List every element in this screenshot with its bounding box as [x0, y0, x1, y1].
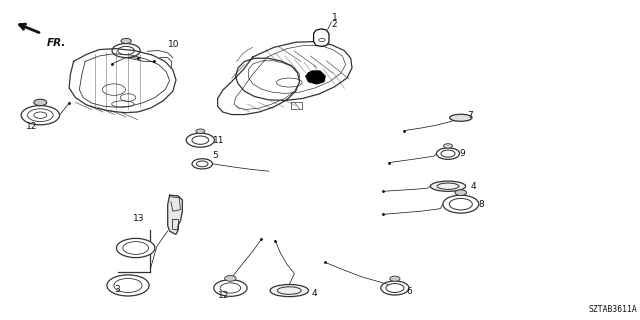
Circle shape: [214, 280, 247, 296]
Text: 1: 1: [332, 13, 337, 22]
Text: SZTAB3611A: SZTAB3611A: [588, 305, 637, 314]
Circle shape: [107, 275, 149, 296]
Text: 5: 5: [212, 151, 218, 160]
Text: 4: 4: [312, 289, 317, 298]
Text: 7: 7: [467, 111, 473, 120]
Ellipse shape: [449, 114, 472, 121]
Text: 13: 13: [133, 214, 145, 223]
Text: 11: 11: [213, 136, 225, 145]
Text: 12: 12: [26, 122, 37, 131]
Circle shape: [390, 276, 400, 281]
Circle shape: [116, 238, 155, 258]
Circle shape: [34, 99, 47, 106]
Ellipse shape: [430, 181, 466, 191]
Text: 12: 12: [218, 292, 229, 300]
Circle shape: [444, 144, 452, 148]
Text: 4: 4: [471, 182, 476, 191]
Text: FR.: FR.: [47, 38, 66, 48]
Circle shape: [196, 129, 205, 133]
Ellipse shape: [270, 284, 308, 297]
Circle shape: [225, 276, 236, 281]
Text: 3: 3: [114, 285, 120, 294]
Polygon shape: [314, 29, 329, 46]
Text: 6: 6: [406, 287, 412, 296]
Text: 8: 8: [479, 200, 484, 209]
Text: 9: 9: [460, 149, 465, 158]
Polygon shape: [306, 71, 325, 84]
Circle shape: [455, 190, 467, 196]
Text: 10: 10: [168, 40, 180, 49]
Polygon shape: [168, 195, 182, 234]
Circle shape: [121, 38, 131, 44]
Text: 2: 2: [332, 20, 337, 29]
